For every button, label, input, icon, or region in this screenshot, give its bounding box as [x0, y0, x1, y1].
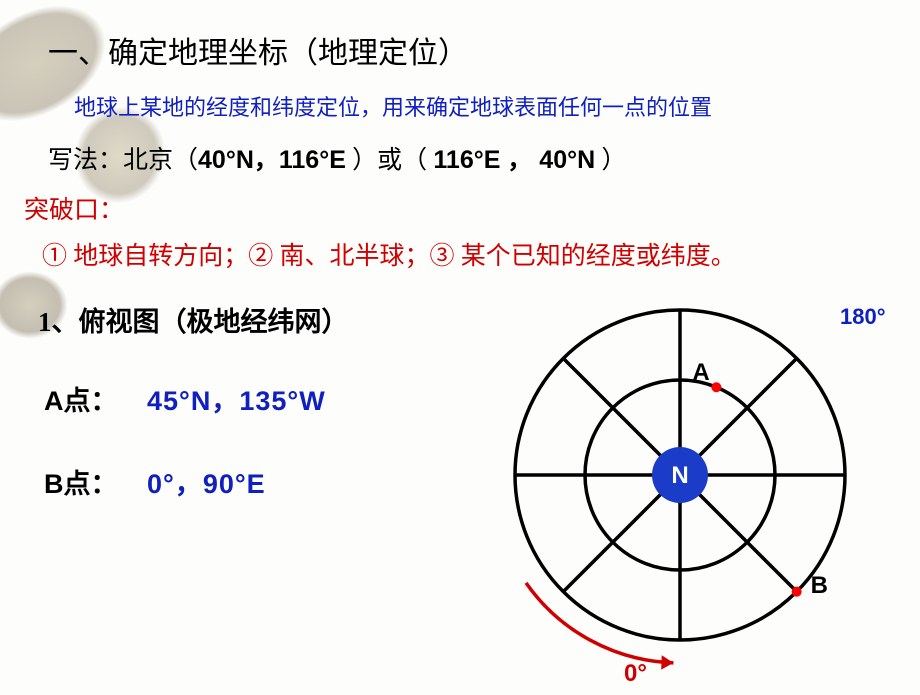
label-0: 0° — [624, 660, 647, 688]
notation-line: 写法：北京（40°N，116°E ）或（ 116°E ， 40°N ） — [48, 140, 880, 176]
point-b-row: B点： 0°，90°E — [44, 462, 880, 501]
breakthrough-items: ① 地球自转方向；② 南、北半球；③ 某个已知的经度或纬度。 — [42, 236, 880, 272]
point-a-value: 45°N，135°W — [147, 386, 326, 416]
notation-prefix: 写法：北京（ — [48, 147, 198, 174]
notation-mid: ）或（ — [346, 147, 434, 174]
main-title: 一、确定地理坐标（地理定位） — [48, 28, 880, 72]
notation-suffix: ） — [595, 147, 626, 174]
coord2: 116°E ， 40°N — [433, 146, 595, 174]
section-1-title: 1、俯视图（极地经纬网） — [38, 300, 880, 339]
label-point-b: B — [811, 572, 828, 600]
point-a-row: A点： 45°N，135°W — [44, 379, 880, 418]
coord1: 40°N，116°E — [198, 146, 346, 174]
point-b-value: 0°，90°E — [147, 469, 266, 499]
subtitle: 地球上某地的经度和纬度定位，用来确定地球表面任何一点的位置 — [74, 90, 880, 122]
point-a-label: A点： — [44, 386, 118, 416]
slide-content: 一、确定地理坐标（地理定位） 地球上某地的经度和纬度定位，用来确定地球表面任何一… — [0, 0, 920, 501]
breakthrough-label: 突破口： — [24, 190, 880, 226]
point-b-label: B点： — [44, 469, 118, 499]
